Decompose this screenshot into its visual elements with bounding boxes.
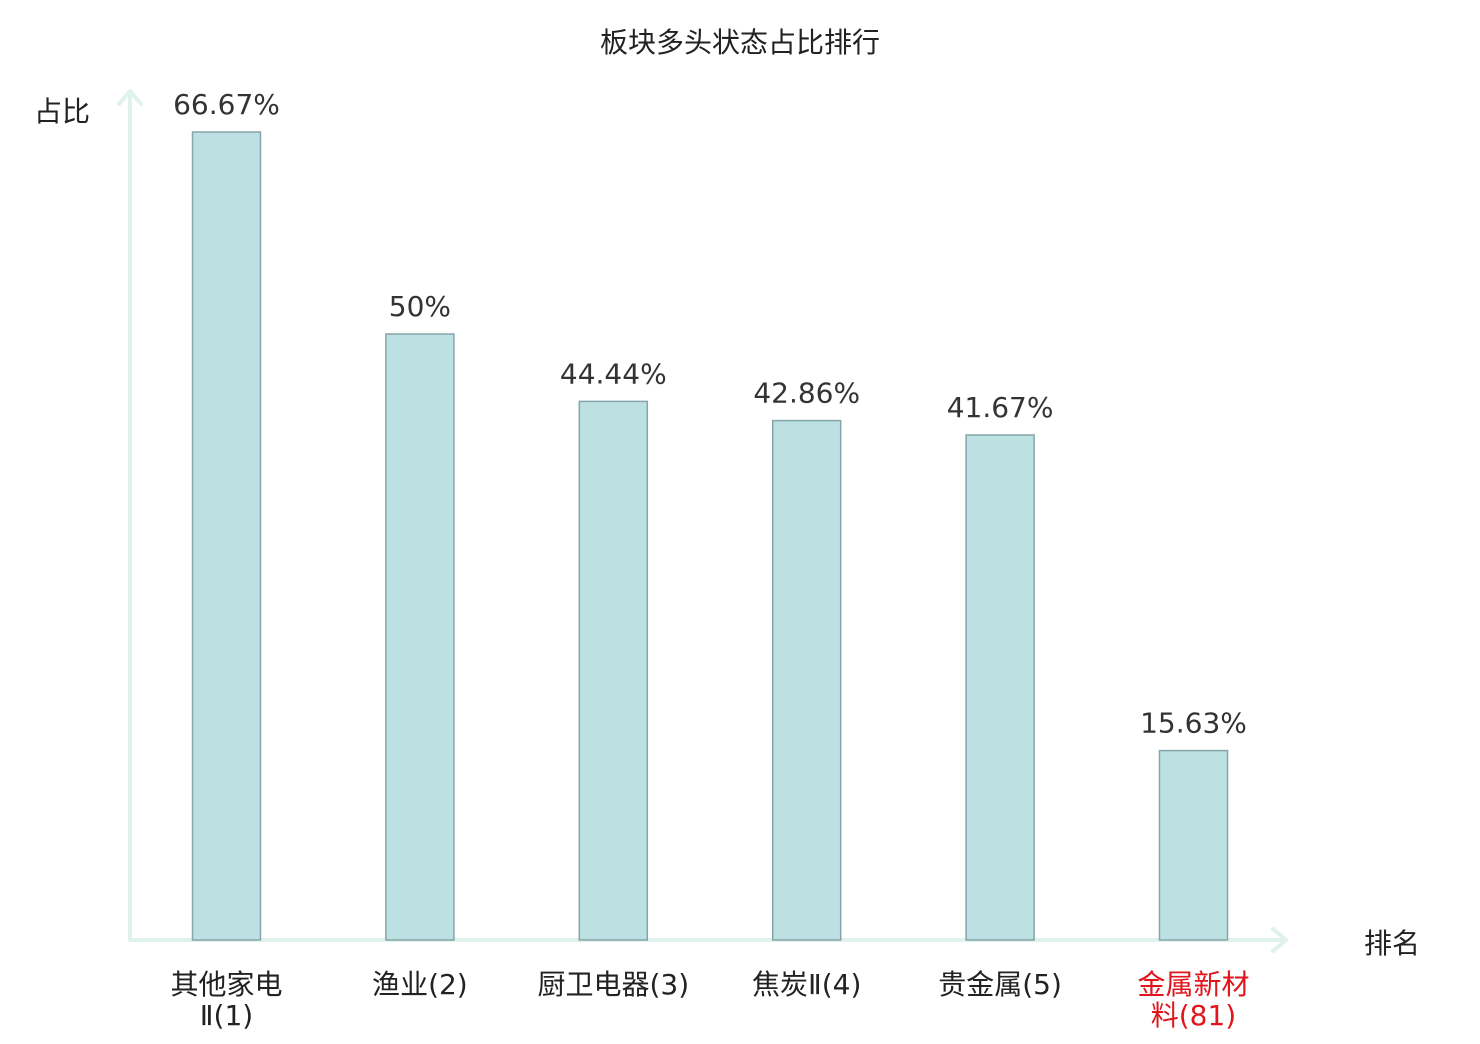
bar-3 [578, 400, 649, 941]
bar-5 [965, 434, 1035, 941]
bar-2 [385, 333, 455, 941]
x-axis [128, 927, 1288, 953]
x-tick-label-6-line-1: 金属新材 [1137, 968, 1249, 1001]
x-tick-label-2-line-1: 渔业(2) [372, 968, 468, 1001]
x-axis-label: 排名 [1364, 927, 1420, 960]
bar-value-label-3: 44.44% [560, 357, 667, 390]
x-tick-label-1-line-2: Ⅱ(1) [200, 999, 253, 1032]
bar-value-label-5: 41.67% [947, 391, 1054, 424]
y-axis-label: 占比 [34, 95, 90, 128]
x-tick-label-6-line-2: 料(81) [1151, 999, 1236, 1032]
bar-value-label-2: 50% [389, 290, 451, 323]
bar-6 [1158, 749, 1229, 941]
x-tick-label-5-line-1: 贵金属(5) [938, 968, 1062, 1001]
bar-value-label-6: 15.63% [1140, 707, 1247, 740]
bar-4 [771, 419, 842, 941]
x-tick-label-3-line-1: 厨卫电器(3) [537, 968, 689, 1001]
chart-title: 板块多头状态占比排行 [600, 26, 880, 59]
bar-value-label-4: 42.86% [753, 377, 860, 410]
y-axis [117, 89, 143, 942]
x-tick-label-1-line-1: 其他家电 [170, 968, 282, 1001]
bar-1 [191, 131, 262, 941]
x-tick-label-4-line-1: 焦炭Ⅱ(4) [752, 968, 861, 1001]
bar-value-label-1: 66.67% [173, 88, 280, 121]
